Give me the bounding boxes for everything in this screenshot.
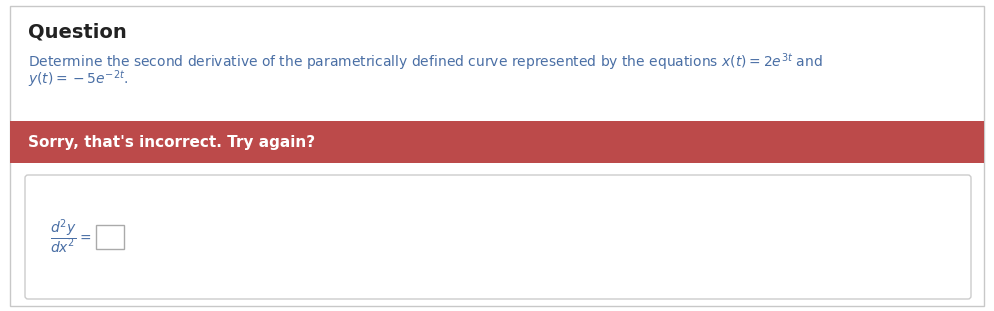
Bar: [10, 121, 984, 163]
Bar: [96, 225, 124, 249]
Text: $y(t) = -5e^{-2t}$.: $y(t) = -5e^{-2t}$.: [28, 68, 128, 90]
FancyBboxPatch shape: [25, 175, 971, 299]
Text: Sorry, that's incorrect. Try again?: Sorry, that's incorrect. Try again?: [28, 134, 315, 150]
Text: $\dfrac{d^2y}{dx^2}=$: $\dfrac{d^2y}{dx^2}=$: [50, 218, 91, 256]
Text: Question: Question: [28, 23, 127, 42]
Text: Determine the second derivative of the parametrically defined curve represented : Determine the second derivative of the p…: [28, 51, 823, 72]
